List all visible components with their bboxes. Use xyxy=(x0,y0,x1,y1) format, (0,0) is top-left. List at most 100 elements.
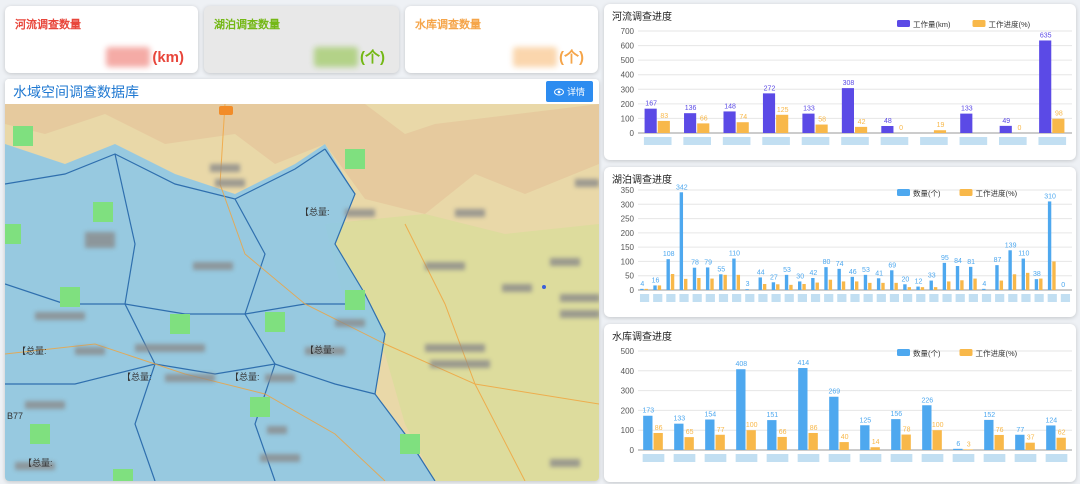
lake-chart-x-tick-label-blurred xyxy=(1060,294,1071,302)
lake-chart-bar xyxy=(1008,250,1012,290)
lake-chart-y-tick-label: 200 xyxy=(621,229,635,238)
river-progress-chart: 河流调查进度 0 100 200 300 400 500 600 700 工作量(km) 工作进度… xyxy=(604,4,1076,160)
river-chart-data-label: 42 xyxy=(858,119,866,126)
lake-chart-data-label: 38 xyxy=(1033,271,1041,278)
reservoir-chart-bar xyxy=(684,437,694,450)
lake-chart-x-tick-label-blurred xyxy=(718,294,729,302)
lake-chart-bar xyxy=(644,288,648,290)
river-chart-bar xyxy=(1052,118,1065,133)
lake-chart-bar xyxy=(850,276,854,290)
lake-chart-bar xyxy=(929,280,933,290)
river-chart-x-tick-label-blurred xyxy=(1038,137,1067,145)
river-chart-x-tick-label-blurred xyxy=(841,137,869,145)
river-chart-x-tick-label-blurred xyxy=(999,137,1027,145)
lake-chart-bar xyxy=(890,270,894,290)
river-chart-svg: 0 100 200 300 400 500 600 700 工作量(km) 工作进度(%) 1678… xyxy=(621,19,1072,145)
reservoir-chart-bar xyxy=(839,442,849,450)
lake-chart-bar xyxy=(920,287,925,290)
reservoir-chart-y-tick-label: 500 xyxy=(621,347,635,356)
map-panel-title: 水域空间调查数据库 xyxy=(13,83,139,100)
river-chart-x-tick-label-blurred xyxy=(722,137,751,145)
lake-stat-title: 湖泊调查数量 xyxy=(214,19,280,31)
reservoir-chart-x-tick-label-blurred xyxy=(859,454,882,462)
river-chart-data-label: 83 xyxy=(660,113,668,120)
lake-stat-card: 湖泊调查数量 (个) xyxy=(204,6,399,73)
lake-chart-legend-swatch xyxy=(959,189,973,196)
lake-chart-x-tick-label-blurred xyxy=(758,294,768,302)
river-chart-data-label: 308 xyxy=(843,80,855,87)
lake-chart-bar xyxy=(881,282,885,290)
reservoir-chart-data-label: 76 xyxy=(996,427,1004,434)
region-map[interactable]: 【总量: 【总量: 【总量: 【总量: 【总量: 【总量: B77 xyxy=(5,104,599,481)
reservoir-chart-bar xyxy=(653,432,663,450)
lake-chart-x-tick-label-blurred xyxy=(666,294,676,302)
lake-chart-bar xyxy=(824,267,828,290)
eye-icon xyxy=(553,88,564,95)
lake-chart-bar xyxy=(973,278,977,290)
river-chart-title: 河流调查进度 xyxy=(612,12,672,23)
reservoir-chart-x-tick-label-blurred xyxy=(983,454,1006,462)
lake-chart-bar xyxy=(723,274,727,290)
reservoir-chart-bar xyxy=(715,434,725,450)
reservoir-chart-bar xyxy=(674,423,684,450)
reservoir-chart-bar xyxy=(808,432,818,450)
lake-chart-x-tick-label-blurred xyxy=(679,294,689,302)
river-chart-bar xyxy=(697,123,710,133)
river-chart-data-label: 0 xyxy=(1017,125,1021,132)
lake-chart-bar xyxy=(798,281,802,290)
lake-chart-bar xyxy=(692,267,697,290)
reservoir-chart-data-label: 226 xyxy=(921,397,933,404)
water-space-map-panel: 水域空间调查数据库 详情 xyxy=(5,79,599,481)
river-chart-bar xyxy=(855,126,868,133)
reservoir-chart-y-tick-label: 400 xyxy=(621,367,635,376)
reservoir-chart-data-label: 408 xyxy=(735,361,747,368)
lake-chart-x-tick-label-blurred xyxy=(797,294,807,302)
reservoir-chart-data-label: 77 xyxy=(717,427,725,434)
lake-stat-value: (个) xyxy=(314,46,385,67)
reservoir-progress-chart: 水库调查进度 0 100 200 300 400 500 数量(个) 工作进度(%) 173 86… xyxy=(604,324,1076,482)
river-chart-data-label: 0 xyxy=(899,125,903,132)
lake-chart-bar xyxy=(837,268,841,290)
reservoir-chart-bar xyxy=(1025,442,1035,450)
lake-chart-y-tick-label: 300 xyxy=(621,200,635,209)
river-chart-data-label: 635 xyxy=(1040,32,1052,39)
lake-chart-bar xyxy=(894,282,898,290)
river-chart-legend-label: 工作进度(%) xyxy=(989,19,1031,29)
river-chart-y-tick-label: 700 xyxy=(621,27,635,36)
lake-chart-data-label: 55 xyxy=(717,266,725,273)
lake-chart-x-tick-label-blurred xyxy=(705,294,715,302)
lake-chart-bar xyxy=(789,284,793,290)
lake-chart-x-tick-label-blurred xyxy=(639,294,650,302)
map-city-dot xyxy=(542,285,546,289)
reservoir-chart-legend-label: 数量(个) xyxy=(913,348,941,358)
lake-chart-data-label: 87 xyxy=(994,257,1002,264)
lake-chart-data-label: 342 xyxy=(676,184,688,191)
lake-chart-data-label: 95 xyxy=(941,255,949,262)
lake-chart-x-tick-label-blurred xyxy=(942,294,952,302)
map-total-labels: 【总量: 【总量: 【总量: 【总量: 【总量: 【总量: B77 xyxy=(7,206,335,468)
reservoir-chart-x-tick-label-blurred xyxy=(921,454,944,462)
lake-chart-data-label: 46 xyxy=(849,269,857,276)
river-chart-y-tick-label: 0 xyxy=(630,129,635,138)
reservoir-stat-blurred-number xyxy=(513,46,557,67)
reservoir-chart-x-tick-label-blurred xyxy=(766,454,789,462)
lake-chart-bar xyxy=(784,274,789,290)
river-stat-blurred-number xyxy=(106,47,151,67)
lake-chart-x-tick-label-blurred xyxy=(863,294,873,302)
map-blurred-place-names xyxy=(15,164,599,470)
river-chart-data-label: 167 xyxy=(645,101,657,108)
river-chart-bar xyxy=(1039,40,1052,133)
map-mountain-area xyxy=(5,104,599,214)
reservoir-stat-title: 水库调查数量 xyxy=(415,19,481,31)
lake-chart-bar xyxy=(679,192,684,290)
detail-button[interactable]: 详情 xyxy=(545,81,593,102)
reservoir-chart-bar xyxy=(777,436,787,450)
lake-chart-data-label: 310 xyxy=(1044,193,1056,200)
lake-chart-bar xyxy=(947,281,951,290)
river-chart-bar xyxy=(657,120,670,133)
lake-chart-bar xyxy=(802,284,806,290)
river-chart-x-tick-label-blurred xyxy=(683,137,711,145)
reservoir-chart-bar xyxy=(1015,434,1025,450)
reservoir-chart-bar xyxy=(860,425,870,450)
